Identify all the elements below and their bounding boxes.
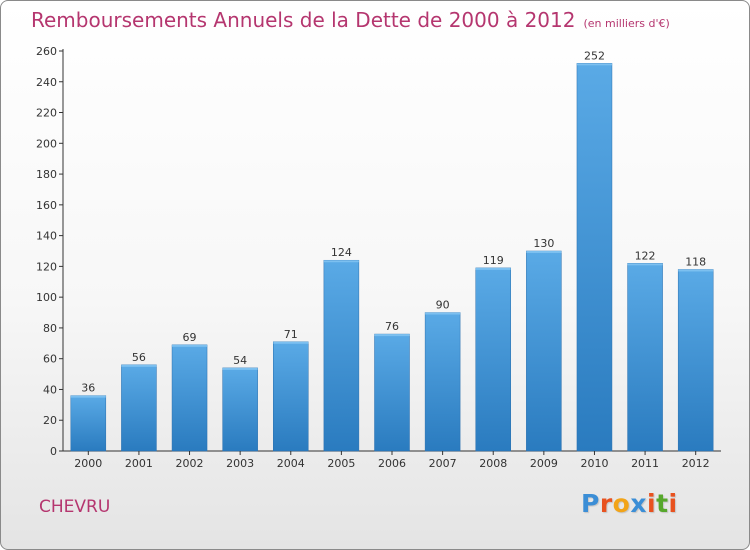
data-label: 122: [635, 249, 656, 262]
logo-letter: x: [630, 489, 647, 518]
bar-group: 130: [526, 237, 562, 452]
y-tick-label: 220: [36, 107, 57, 120]
bar-group: 122: [627, 249, 663, 452]
logo-letter: r: [599, 489, 613, 518]
y-tick-label: 140: [36, 230, 57, 243]
x-tick-label: 2000: [74, 457, 102, 470]
x-tick-label: 2002: [176, 457, 204, 470]
data-label: 54: [233, 354, 247, 367]
data-label: 56: [132, 351, 146, 364]
y-tick-label: 60: [43, 353, 57, 366]
bar-top-highlight: [70, 395, 106, 398]
y-tick-label: 240: [36, 76, 57, 89]
proxiti-logo: Proxiti: [581, 489, 678, 518]
logo-letter: i: [647, 489, 657, 518]
logo-letter: i: [668, 489, 678, 518]
bar-group: 76: [374, 320, 410, 452]
y-tick-label: 120: [36, 260, 57, 273]
bar-group: 124: [323, 246, 360, 452]
bar-top-highlight: [273, 341, 309, 344]
y-tick-label: 260: [36, 45, 57, 58]
bar: [70, 395, 107, 452]
logo-letter: P: [581, 489, 600, 518]
x-tick-label: 2009: [530, 457, 558, 470]
bar: [121, 364, 157, 452]
bar-top-highlight: [678, 269, 714, 272]
bar-top-highlight: [576, 63, 612, 66]
bar: [526, 250, 562, 452]
x-tick-label: 2003: [226, 457, 254, 470]
bar-top-highlight: [172, 344, 208, 347]
data-label: 119: [483, 254, 504, 267]
y-tick-label: 100: [36, 291, 57, 304]
commune-name: CHEVRU: [39, 497, 111, 517]
unit-note: (en milliers d'€): [583, 17, 670, 30]
logo-letter: t: [656, 489, 669, 518]
bar-top-highlight: [627, 263, 663, 266]
data-label: 71: [284, 328, 298, 341]
x-tick-label: 2004: [277, 457, 305, 470]
data-label: 90: [436, 299, 450, 312]
bar-top-highlight: [374, 334, 410, 337]
bar-top-highlight: [323, 260, 359, 263]
bar: [424, 312, 461, 452]
x-tick-label: 2006: [378, 457, 406, 470]
x-tick-label: 2001: [125, 457, 153, 470]
bar-top-highlight: [222, 367, 258, 370]
y-tick-label: 200: [36, 137, 57, 150]
data-label: 124: [331, 246, 352, 259]
y-tick-label: 20: [43, 414, 57, 427]
bar-group: 119: [475, 254, 511, 452]
data-label: 252: [584, 49, 605, 62]
x-tick-label: 2007: [429, 457, 457, 470]
x-tick-label: 2005: [327, 457, 355, 470]
bar: [475, 267, 511, 452]
bar-top-highlight: [475, 267, 511, 270]
y-tick-label: 80: [43, 322, 57, 335]
bar-group: 54: [222, 354, 258, 452]
data-label: 69: [183, 331, 197, 344]
bar-group: 90: [424, 299, 461, 452]
data-label: 76: [385, 320, 399, 333]
bar: [576, 63, 613, 452]
bar-top-highlight: [526, 251, 562, 253]
bar-group: 36: [70, 382, 107, 452]
data-label: 118: [685, 255, 706, 268]
bar: [677, 269, 714, 452]
bar: [374, 333, 410, 452]
bar: [222, 367, 258, 452]
data-label: 130: [533, 237, 554, 250]
x-tick-label: 2008: [479, 457, 507, 470]
x-tick-label: 2012: [682, 457, 710, 470]
bar-group: 71: [273, 328, 309, 452]
x-tick-label: 2010: [580, 457, 608, 470]
bar-group: 118: [677, 255, 714, 452]
title-text: Remboursements Annuels de la Dette de 20…: [31, 8, 576, 32]
y-tick-label: 180: [36, 168, 57, 181]
bar: [171, 344, 208, 452]
bar: [323, 259, 360, 452]
bar-group: 56: [121, 351, 157, 452]
bar: [273, 341, 309, 452]
chart-title: Remboursements Annuels de la Dette de 20…: [31, 8, 670, 32]
data-label: 36: [81, 382, 95, 395]
logo-letter: o: [612, 489, 631, 518]
bar-group: 69: [171, 331, 208, 452]
bar: [627, 263, 663, 452]
y-tick-label: 160: [36, 199, 57, 212]
y-tick-label: 40: [43, 383, 57, 396]
bar-group: 252: [576, 49, 613, 452]
y-tick-label: 0: [50, 445, 57, 458]
x-tick-label: 2011: [631, 457, 659, 470]
bar-top-highlight: [425, 312, 461, 315]
bar-top-highlight: [121, 364, 157, 367]
